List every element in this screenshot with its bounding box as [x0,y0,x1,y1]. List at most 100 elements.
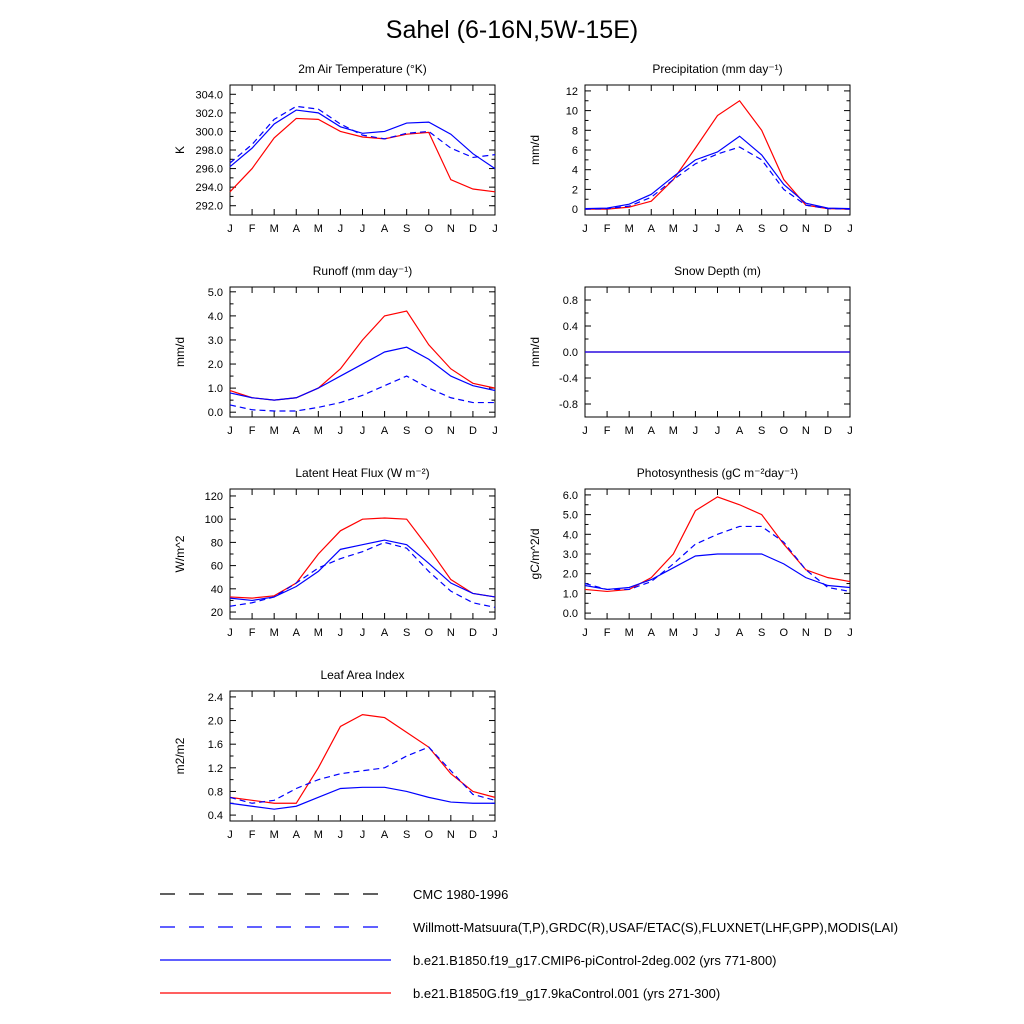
svg-text:J: J [360,627,366,639]
svg-text:M: M [314,829,323,841]
svg-text:A: A [381,425,389,437]
svg-text:M: M [669,627,678,639]
svg-text:0.0: 0.0 [563,608,578,620]
svg-text:N: N [802,223,810,235]
legend-item: Willmott-Matsuura(T,P),GRDC(R),USAF/ETAC… [158,917,898,937]
chart-canvas: Precipitation (mm day⁻¹) mm/d 0 2 4 6 8 10 12 J F M… [528,62,853,235]
svg-text:80: 80 [211,537,223,549]
svg-text:0.4: 0.4 [563,321,578,333]
svg-text:N: N [447,829,455,841]
svg-text:O: O [424,627,433,639]
svg-text:2m Air Temperature (°K): 2m Air Temperature (°K) [298,62,427,76]
svg-text:296.0: 296.0 [195,164,223,176]
svg-text:F: F [604,627,611,639]
svg-text:304.0: 304.0 [195,89,223,101]
svg-text:S: S [403,627,410,639]
legend-item: CMC 1980-1996 [158,884,898,904]
svg-text:D: D [824,425,832,437]
svg-text:D: D [824,627,832,639]
legend-item: b.e21.B1850.f19_g17.CMIP6-piControl-2deg… [158,950,898,970]
svg-text:A: A [293,223,301,235]
svg-text:N: N [802,627,810,639]
svg-text:M: M [669,223,678,235]
svg-text:0: 0 [572,204,578,216]
svg-text:S: S [403,829,410,841]
svg-text:3.0: 3.0 [563,549,578,561]
legend-line-sample-obs [158,917,393,937]
svg-text:298.0: 298.0 [195,145,223,157]
svg-text:D: D [469,627,477,639]
svg-text:A: A [381,223,389,235]
svg-text:40: 40 [211,584,223,596]
svg-text:O: O [779,425,788,437]
chart-2m-air-temperature: 2m Air Temperature (°K) K 292.0 294.0 296.0 2… [150,58,510,258]
legend-item-label: b.e21.B1850G.f19_g17.9kaControl.001 (yrs… [413,985,721,1001]
svg-text:S: S [403,425,410,437]
svg-text:J: J [715,223,721,235]
svg-text:F: F [604,223,611,235]
svg-text:A: A [293,627,301,639]
svg-text:1.0: 1.0 [563,588,578,600]
svg-text:J: J [227,425,233,437]
svg-text:F: F [604,425,611,437]
svg-text:M: M [270,829,279,841]
legend-line-sample-9kacontrol [158,983,393,1003]
chart-leaf-area-index: Leaf Area Index m2/m2 0.4 0.8 1.2 1.6 2.0 2.4 J F… [150,664,510,864]
svg-text:N: N [447,223,455,235]
svg-text:D: D [469,425,477,437]
svg-text:F: F [249,425,256,437]
legend-item-label: CMC 1980-1996 [413,886,509,902]
svg-text:2.0: 2.0 [208,716,223,728]
svg-text:2: 2 [572,184,578,196]
chart-photosynthesis: Photosynthesis (gC m⁻²day⁻¹) gC/m^2/d 0.0 1… [505,462,865,662]
svg-text:O: O [779,223,788,235]
svg-text:M: M [314,627,323,639]
svg-text:300.0: 300.0 [195,126,223,138]
svg-text:6.0: 6.0 [563,490,578,502]
svg-text:mm/d: mm/d [173,337,187,367]
svg-text:-0.4: -0.4 [559,373,578,385]
svg-text:292.0: 292.0 [195,201,223,213]
svg-text:0.8: 0.8 [563,295,578,307]
chart-latent-heat-flux: Latent Heat Flux (W m⁻²) W/m^2 20 40 60 80 100… [150,462,510,662]
svg-text:O: O [424,829,433,841]
svg-text:-0.8: -0.8 [559,399,578,411]
svg-text:D: D [824,223,832,235]
svg-text:J: J [847,627,853,639]
svg-text:J: J [492,425,498,437]
chart-precipitation: Precipitation (mm day⁻¹) mm/d 0 2 4 6 8 10 12 J F M… [505,58,865,258]
svg-text:2.0: 2.0 [563,569,578,581]
svg-text:M: M [270,425,279,437]
legend: CMC 1980-1996 Willmott-Matsuura(T,P),GRD… [158,884,898,1003]
svg-text:294.0: 294.0 [195,182,223,194]
svg-text:J: J [847,425,853,437]
svg-text:3.0: 3.0 [208,335,223,347]
legend-line-sample-picontrol [158,950,393,970]
svg-text:J: J [492,829,498,841]
chart-canvas: Leaf Area Index m2/m2 0.4 0.8 1.2 1.6 2.0 2.4 J F… [173,668,498,841]
svg-text:J: J [582,223,588,235]
svg-text:2.0: 2.0 [208,359,223,371]
svg-text:M: M [625,425,634,437]
legend-line [160,926,391,928]
svg-text:0.4: 0.4 [208,810,223,822]
legend-item-label: Willmott-Matsuura(T,P),GRDC(R),USAF/ETAC… [413,919,899,935]
legend-line-sample-cmc [158,884,393,904]
svg-text:60: 60 [211,561,223,573]
legend-line [160,893,391,895]
svg-text:M: M [625,223,634,235]
svg-text:N: N [802,425,810,437]
svg-text:J: J [693,223,699,235]
svg-text:Latent Heat Flux (W m⁻²): Latent Heat Flux (W m⁻²) [295,466,429,480]
svg-text:M: M [270,627,279,639]
svg-text:S: S [758,425,765,437]
svg-text:1.2: 1.2 [208,763,223,775]
svg-text:J: J [360,223,366,235]
legend-item: b.e21.B1850G.f19_g17.9kaControl.001 (yrs… [158,983,898,1003]
svg-text:A: A [736,627,744,639]
svg-text:J: J [582,627,588,639]
svg-text:1.6: 1.6 [208,739,223,751]
svg-text:K: K [173,146,187,154]
svg-text:J: J [227,627,233,639]
svg-text:F: F [249,627,256,639]
